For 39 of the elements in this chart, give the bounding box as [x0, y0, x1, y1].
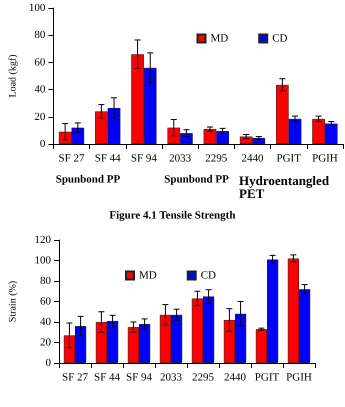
y-tick-label: 100 — [28, 2, 46, 14]
y-tick-label: 40 — [34, 84, 46, 96]
x-tick-label: 2033 — [160, 372, 182, 384]
text: Spunbond PP — [164, 174, 230, 186]
x-tick-label: SF 94 — [126, 372, 152, 384]
x-tick-label: 2295 — [192, 372, 214, 384]
y-axis-title: Strain (%) — [8, 280, 18, 322]
y-tick-label: 20 — [40, 336, 52, 348]
x-tick-label: 2033 — [169, 152, 192, 164]
y-axis-title: Load (kgf) — [8, 54, 18, 98]
text: Spunbond PP — [56, 174, 120, 186]
x-tick-label: SF 27 — [62, 372, 88, 384]
legend-label: MD — [210, 32, 228, 44]
x-tick-label: SF 44 — [94, 372, 120, 384]
y-tick-label: 120 — [34, 234, 52, 246]
x-tick-label: 2440 — [242, 152, 264, 164]
x-tick-label: SF 44 — [94, 152, 122, 164]
legend-label: MD — [139, 270, 157, 282]
legend-label: CD — [200, 270, 216, 282]
x-tick-label: PGIH — [286, 372, 312, 384]
y-tick-label: 100 — [34, 254, 52, 266]
y-tick-label: 80 — [34, 29, 46, 42]
x-tick-label: SF 94 — [130, 152, 158, 164]
x-tick-label: PGIT — [254, 372, 280, 384]
x-tick-label: PGIT — [276, 152, 302, 164]
x-tick-label: 2295 — [205, 152, 228, 164]
y-tick-label: 40 — [40, 316, 52, 328]
x-tick-label: 2440 — [224, 372, 246, 384]
x-tick-label: PGIH — [312, 152, 338, 164]
y-tick-label: 0 — [40, 138, 46, 150]
legend-label: CD — [272, 32, 288, 44]
text: Figure 4.1 Tensile Strength — [109, 210, 236, 222]
x-tick-label: SF 27 — [58, 152, 85, 164]
y-tick-label: 60 — [34, 56, 46, 68]
y-tick-label: 60 — [40, 296, 52, 308]
text: Hydroentangled PET — [239, 173, 332, 201]
y-tick-label: 80 — [40, 275, 52, 287]
y-tick-label: 0 — [46, 357, 52, 369]
y-tick-label: 20 — [34, 110, 46, 123]
